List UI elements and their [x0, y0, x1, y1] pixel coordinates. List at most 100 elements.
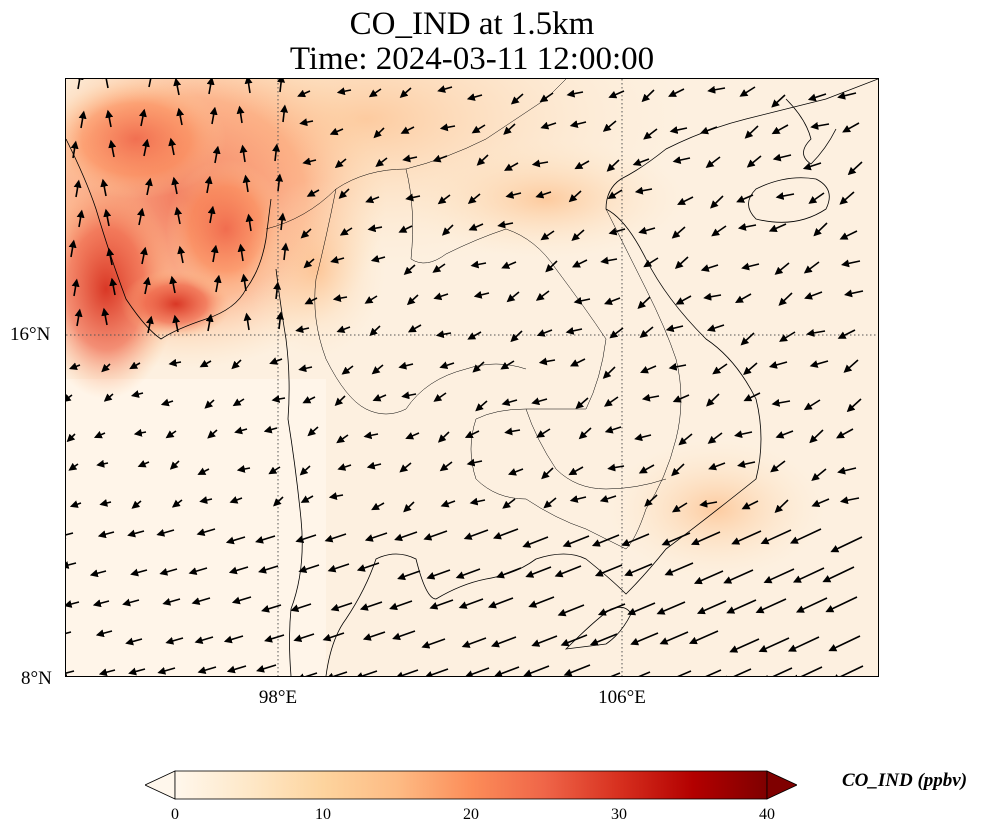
wind-arrow — [71, 278, 80, 297]
wind-arrow — [424, 668, 449, 676]
wind-arrow — [792, 567, 825, 583]
wind-arrow — [440, 499, 456, 508]
wind-arrow — [708, 462, 726, 471]
wind-arrow — [599, 495, 617, 503]
wind-arrow — [130, 390, 144, 398]
wind-arrow — [467, 331, 482, 340]
wind-arrow — [197, 666, 217, 675]
wind-arrow — [245, 213, 254, 232]
wind-arrow — [795, 597, 828, 613]
wind-arrow — [466, 93, 483, 101]
wind-arrow — [243, 312, 252, 331]
wind-arrow — [621, 533, 650, 547]
wind-arrow — [171, 499, 183, 508]
wind-arrow — [133, 428, 147, 437]
wind-arrow — [196, 528, 216, 537]
wind-arrow — [723, 569, 754, 584]
wind-arrow — [281, 242, 290, 261]
wind-arrow — [825, 596, 858, 613]
map-gridlines — [66, 79, 878, 676]
wind-arrow — [706, 393, 720, 407]
wind-arrow — [790, 666, 823, 676]
wind-arrow — [278, 212, 287, 231]
wind-arrow — [643, 257, 659, 268]
wind-arrow — [668, 88, 685, 97]
wind-arrow — [399, 462, 412, 473]
wind-arrow — [429, 599, 454, 610]
wind-arrow — [398, 225, 413, 233]
wind-arrow — [368, 88, 382, 98]
wind-arrow — [75, 79, 84, 90]
wind-arrow — [165, 430, 177, 439]
wind-arrow — [778, 292, 793, 306]
wind-arrow — [210, 244, 219, 263]
wind-arrow — [207, 429, 218, 439]
wind-arrow — [304, 297, 318, 305]
wind-arrow — [392, 630, 416, 641]
wind-arrow — [664, 562, 694, 576]
wind-arrow — [129, 361, 141, 370]
plot-timestamp: Time: 2024-03-11 12:00:00 — [289, 41, 655, 77]
wind-arrow — [363, 431, 379, 440]
wind-arrow — [205, 313, 214, 332]
wind-arrow — [402, 154, 418, 163]
wind-arrow — [213, 274, 222, 293]
wind-arrow — [332, 294, 348, 303]
wind-arrow — [488, 597, 514, 609]
wind-arrow — [522, 536, 549, 548]
wind-arrow — [131, 500, 142, 509]
wind-arrow — [66, 531, 74, 539]
wind-arrow — [506, 291, 520, 303]
wind-arrow — [137, 207, 145, 226]
wind-arrow — [568, 190, 582, 203]
wind-arrow — [108, 139, 117, 158]
wind-arrow — [371, 364, 384, 375]
wind-arrow — [543, 497, 557, 509]
wind-arrow — [300, 228, 312, 239]
wind-arrow — [69, 500, 82, 508]
wind-arrow — [505, 191, 522, 199]
wind-arrow — [491, 636, 517, 648]
wind-arrow — [503, 123, 516, 135]
wind-arrow — [640, 365, 657, 374]
wind-arrow — [400, 126, 415, 134]
wind-arrow — [674, 256, 689, 269]
wind-arrow — [634, 186, 653, 195]
wind-arrow — [236, 465, 251, 473]
wind-arrow — [68, 362, 81, 371]
wind-arrow — [258, 565, 279, 574]
wind-arrow — [837, 466, 857, 475]
wind-arrow — [565, 326, 583, 335]
wind-arrow — [540, 230, 555, 241]
wind-arrow — [223, 635, 244, 644]
wind-arrow — [471, 124, 486, 134]
colorbar — [145, 770, 797, 800]
lat-label-16n: 16°N — [10, 324, 51, 345]
wind-arrow — [261, 604, 282, 613]
wind-arrow — [303, 258, 315, 269]
wind-arrow — [231, 596, 252, 605]
wind-arrow — [768, 361, 788, 369]
wind-arrow — [830, 536, 863, 553]
wind-arrow — [811, 468, 827, 482]
wind-arrow — [531, 397, 548, 406]
wind-arrow — [228, 566, 249, 575]
wind-arrow — [761, 667, 793, 676]
wind-arrow — [92, 599, 110, 608]
wind-arrow — [638, 671, 651, 676]
wind-arrow — [607, 189, 623, 200]
wind-arrow — [693, 570, 724, 585]
wind-arrow — [336, 87, 352, 96]
colorbar-label: CO_IND (ppbv) — [842, 770, 968, 791]
wind-arrow — [458, 598, 484, 609]
map-panel — [65, 78, 879, 677]
wind-arrow — [802, 162, 822, 171]
wind-arrow — [273, 496, 284, 507]
wind-arrow — [523, 665, 550, 676]
wind-arrow — [403, 501, 415, 513]
wind-arrow — [206, 79, 215, 95]
wind-arrow — [740, 332, 755, 346]
wind-arrow — [470, 260, 487, 269]
wind-arrow — [356, 562, 380, 572]
wind-arrow — [338, 188, 350, 199]
